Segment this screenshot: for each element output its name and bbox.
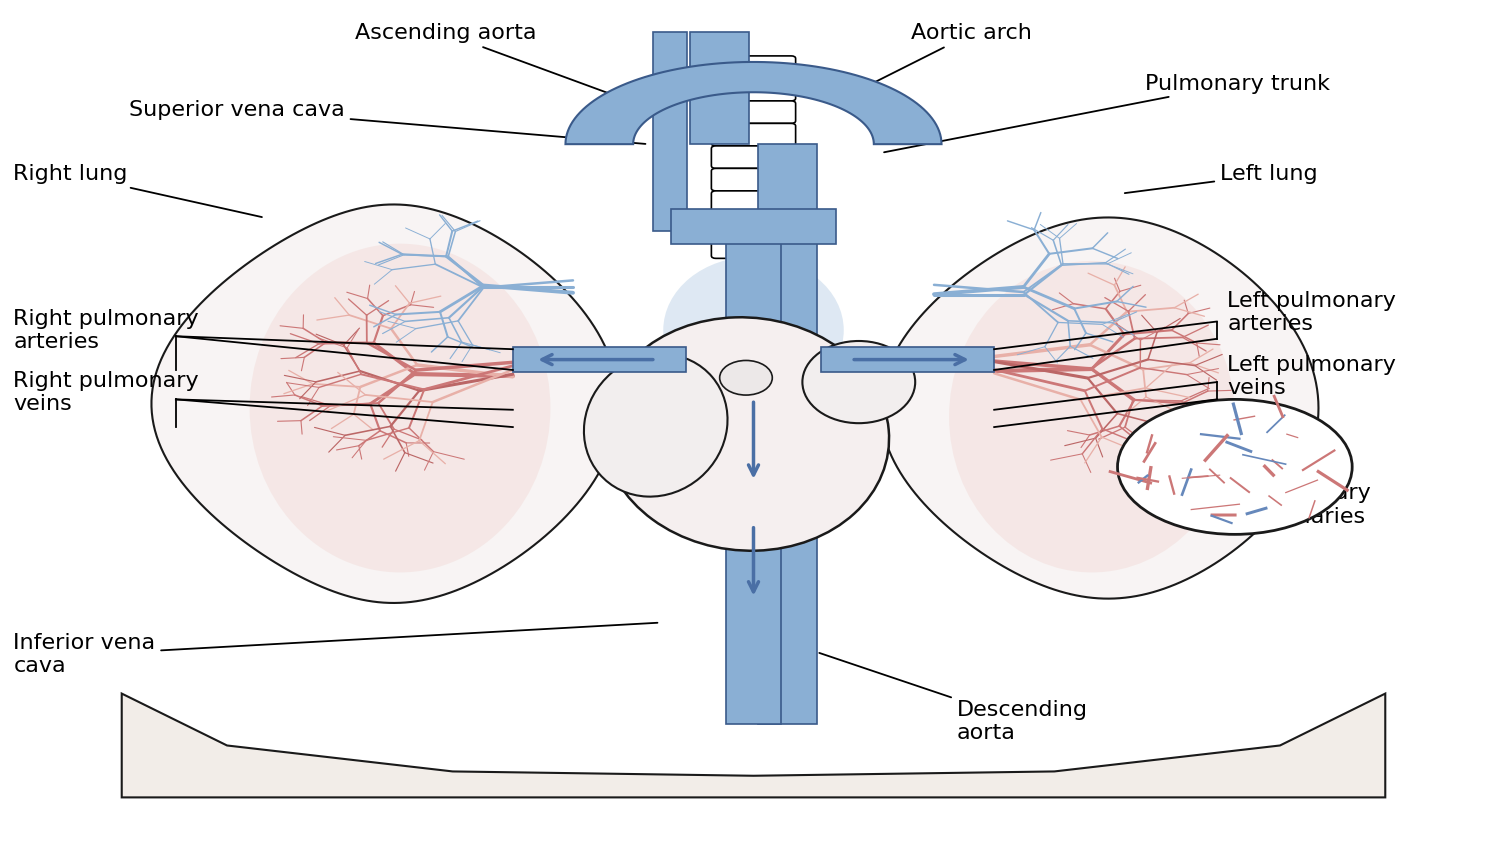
Polygon shape [726, 235, 781, 724]
Ellipse shape [949, 261, 1234, 572]
Ellipse shape [250, 244, 550, 572]
FancyBboxPatch shape [711, 146, 796, 168]
Text: Descending
aorta: Descending aorta [820, 653, 1088, 743]
Polygon shape [512, 347, 686, 372]
Text: Left pulmonary
arteries: Left pulmonary arteries [1227, 292, 1395, 334]
Ellipse shape [802, 341, 915, 424]
Text: Pulmonary
capillaries: Pulmonary capillaries [1207, 470, 1371, 527]
Text: Right lung: Right lung [14, 164, 262, 217]
Polygon shape [880, 218, 1319, 599]
Ellipse shape [583, 354, 728, 496]
Polygon shape [122, 694, 1385, 798]
Text: Left lung: Left lung [1124, 164, 1317, 193]
Circle shape [1118, 399, 1352, 535]
Ellipse shape [603, 318, 889, 550]
FancyBboxPatch shape [711, 101, 796, 123]
Text: Pulmonary trunk: Pulmonary trunk [885, 74, 1329, 152]
Text: Ascending aorta: Ascending aorta [354, 23, 607, 93]
FancyBboxPatch shape [711, 56, 796, 78]
FancyBboxPatch shape [711, 236, 796, 259]
Polygon shape [821, 347, 995, 372]
FancyBboxPatch shape [711, 123, 796, 146]
Ellipse shape [663, 257, 844, 404]
FancyBboxPatch shape [711, 168, 796, 191]
Polygon shape [758, 144, 817, 724]
Polygon shape [152, 205, 618, 603]
Ellipse shape [720, 360, 772, 395]
FancyBboxPatch shape [711, 191, 796, 214]
Text: Superior vena cava: Superior vena cava [130, 100, 645, 144]
FancyBboxPatch shape [711, 78, 796, 101]
Polygon shape [565, 62, 942, 144]
Text: Left pulmonary
veins: Left pulmonary veins [1227, 355, 1395, 398]
Text: Aortic arch: Aortic arch [854, 23, 1032, 93]
FancyBboxPatch shape [711, 214, 796, 236]
Text: Right pulmonary
arteries: Right pulmonary arteries [14, 308, 199, 352]
Text: Right pulmonary
veins: Right pulmonary veins [14, 371, 199, 414]
Text: Inferior vena
cava: Inferior vena cava [14, 622, 657, 676]
Polygon shape [690, 31, 749, 144]
Polygon shape [653, 31, 687, 231]
Polygon shape [671, 209, 836, 244]
